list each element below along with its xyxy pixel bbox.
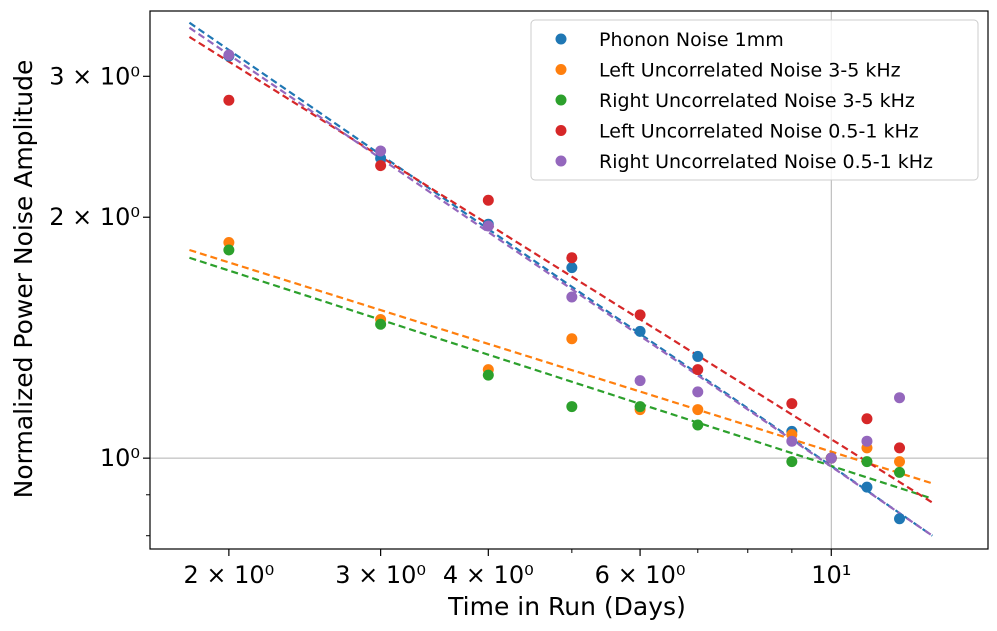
data-point	[894, 456, 906, 468]
fit-line	[189, 256, 933, 500]
data-point	[566, 252, 578, 264]
legend: Phonon Noise 1mm Left Uncorrelated Noise …	[530, 19, 979, 181]
data-point	[894, 466, 906, 478]
fit-lines	[188, 21, 933, 537]
data-point	[566, 291, 578, 303]
x-tick-label: 3 × 10⁰	[335, 561, 426, 589]
data-point	[223, 49, 235, 61]
data-point	[786, 456, 798, 468]
data-point	[482, 194, 494, 206]
fit-line	[188, 26, 933, 537]
fit-line	[188, 35, 933, 504]
data-points	[223, 49, 906, 525]
data-point	[692, 364, 704, 376]
data-point	[566, 333, 578, 345]
legend-marker	[555, 64, 567, 75]
minor-ticks	[146, 494, 793, 553]
data-point	[894, 513, 906, 525]
data-point	[861, 435, 873, 447]
data-point	[894, 392, 906, 404]
legend-marker	[555, 125, 567, 136]
data-point	[861, 481, 873, 493]
data-point	[566, 401, 578, 413]
data-point	[825, 452, 837, 464]
data-point	[375, 145, 387, 157]
data-point	[482, 369, 494, 381]
data-point	[223, 236, 235, 248]
legend-marker	[555, 33, 567, 45]
legend-marker	[555, 94, 567, 106]
y-tick-label: 10⁰	[100, 444, 140, 472]
legend-label: Right Uncorrelated Noise 3-5 kHz	[599, 90, 915, 112]
data-point	[692, 386, 704, 398]
x-axis-label: Time in Run (Days)	[447, 592, 686, 621]
data-point	[861, 456, 873, 468]
data-point	[692, 404, 704, 416]
data-point	[375, 318, 387, 330]
x-tick-label: 6 × 10⁰	[595, 561, 686, 589]
data-point	[634, 325, 646, 337]
data-point	[634, 401, 646, 413]
legend-label: Right Uncorrelated Noise 0.5-1 kHz	[599, 151, 933, 173]
data-point	[634, 375, 646, 387]
data-point	[566, 262, 578, 274]
x-tick-label: 10¹	[811, 561, 851, 589]
legend-label: Phonon Noise 1mm	[599, 29, 784, 51]
legend-box	[530, 19, 979, 181]
legend-label: Left Uncorrelated Noise 3-5 kHz	[599, 60, 901, 82]
x-axis-ticks: 2 × 10⁰ 3 × 10⁰ 4 × 10⁰ 6 × 10⁰ 10¹	[183, 549, 851, 589]
y-axis-label: Normalized Power Noise Amplitude	[9, 60, 38, 499]
data-point	[223, 244, 235, 256]
data-point	[482, 220, 494, 232]
data-point	[786, 435, 798, 447]
y-tick-label: 2 × 10⁰	[49, 203, 140, 231]
data-point	[223, 94, 235, 106]
y-tick-label: 3 × 10⁰	[49, 62, 140, 90]
x-tick-label: 2 × 10⁰	[183, 561, 274, 589]
data-point	[692, 419, 704, 431]
y-axis-ticks: 10⁰ 2 × 10⁰ 3 × 10⁰	[49, 62, 150, 472]
x-tick-label: 4 × 10⁰	[443, 561, 534, 589]
data-point	[894, 442, 906, 454]
fit-line	[189, 248, 933, 485]
legend-label: Left Uncorrelated Noise 0.5-1 kHz	[599, 121, 919, 143]
data-point	[861, 413, 873, 425]
data-point	[786, 398, 798, 410]
plot-frame	[149, 10, 989, 550]
data-point	[692, 350, 704, 362]
data-point	[634, 309, 646, 321]
legend-marker	[555, 155, 567, 167]
data-point	[375, 160, 387, 172]
